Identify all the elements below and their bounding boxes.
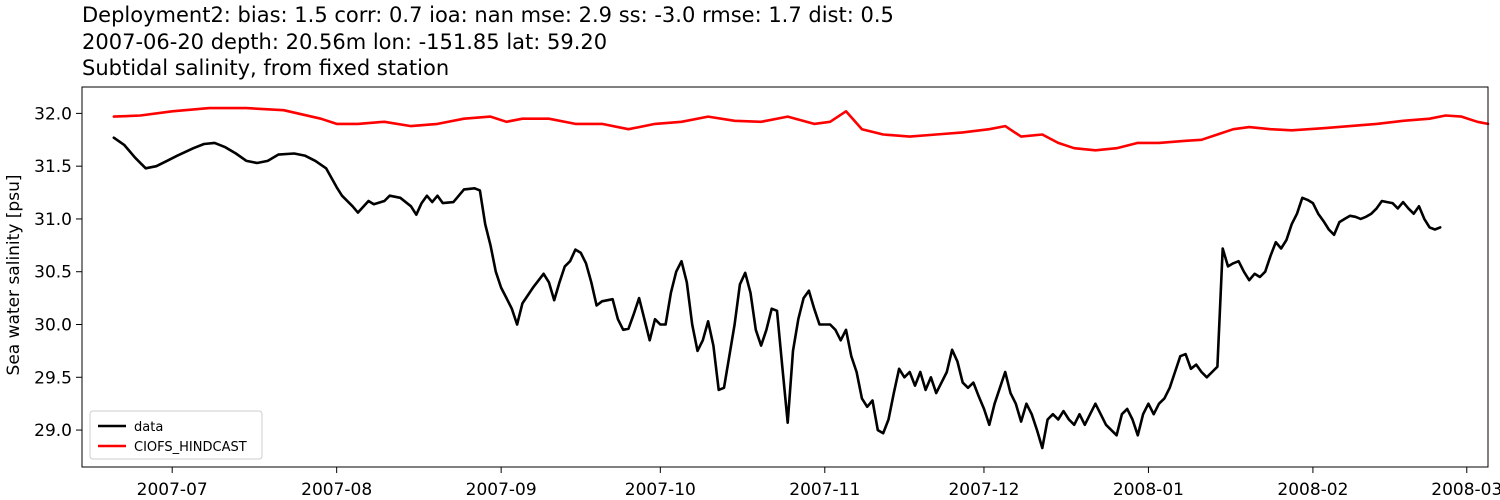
legend: data CIOFS_HINDCAST — [89, 410, 263, 460]
x-tick-label: 2007-12 — [948, 480, 1019, 500]
title-line-description: Subtidal salinity, from fixed station — [82, 56, 449, 80]
x-tick-label: 2008-01 — [1113, 480, 1184, 500]
y-tick-label: 31.5 — [34, 157, 72, 177]
x-axis: 2007-07 2007-08 2007-09 2007-10 2007-11 2007-… — [137, 467, 1500, 500]
x-tick-label: 2008-03 — [1431, 480, 1500, 500]
series-layer — [112, 106, 1490, 450]
x-tick-label: 2007-07 — [137, 480, 208, 500]
legend-label: CIOFS_HINDCAST — [134, 440, 247, 455]
y-tick-label: 32.0 — [34, 104, 72, 124]
y-axis-label: Sea water salinity [psu] — [4, 175, 24, 376]
chart-title: Deployment2: bias: 1.5 corr: 0.7 ioa: na… — [82, 3, 894, 80]
y-tick-label: 29.5 — [34, 368, 72, 388]
y-tick-label: 30.5 — [34, 263, 72, 283]
y-tick-label: 29.0 — [34, 421, 72, 441]
title-line-location: 2007-06-20 depth: 20.56m lon: -151.85 la… — [82, 30, 607, 54]
legend-box — [89, 410, 263, 460]
x-tick-label: 2007-09 — [466, 480, 537, 500]
series-line-ciofs-hindcast — [112, 106, 1490, 152]
x-tick-label: 2007-10 — [625, 480, 696, 500]
y-tick-label: 31.0 — [34, 210, 72, 230]
x-tick-label: 2008-02 — [1277, 480, 1348, 500]
y-tick-label: 30.0 — [34, 316, 72, 336]
axes-frame — [81, 86, 1489, 468]
series-line-data — [112, 136, 1442, 450]
y-axis: 29.0 29.5 30.0 30.5 31.0 31.5 32.0 — [34, 104, 82, 441]
x-tick-label: 2007-08 — [301, 480, 372, 500]
legend-label: data — [134, 420, 163, 435]
title-line-stats: Deployment2: bias: 1.5 corr: 0.7 ioa: na… — [82, 3, 894, 27]
plot-area: 2007-07 2007-08 2007-09 2007-10 2007-11 2007-… — [34, 86, 1500, 500]
x-tick-label: 2007-11 — [789, 480, 860, 500]
